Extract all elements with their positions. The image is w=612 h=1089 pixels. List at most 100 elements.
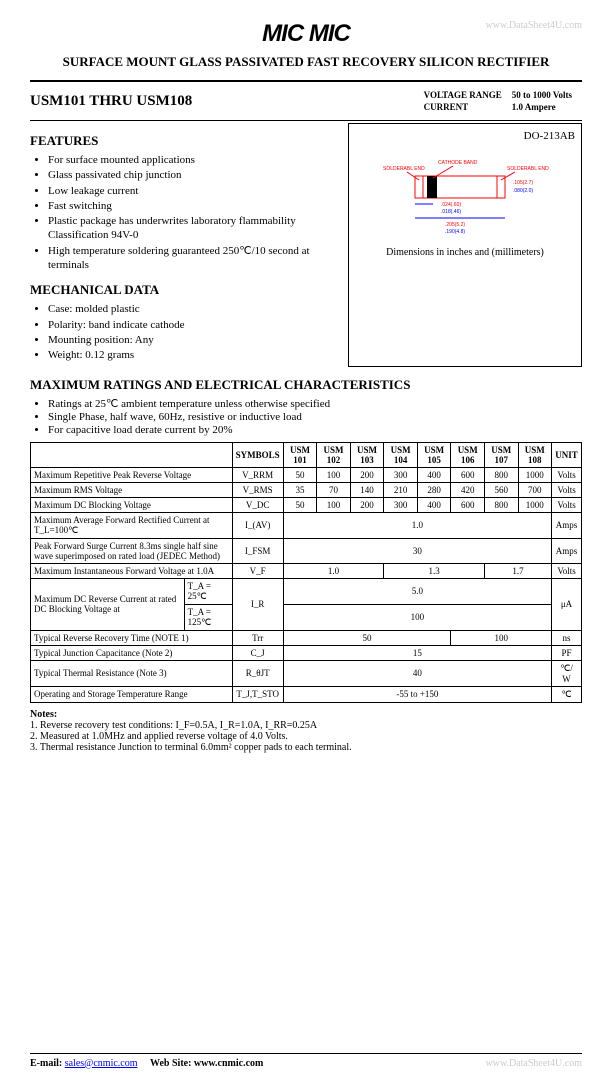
td: 1.0 [283,512,551,538]
list-item: Polarity: band indicate cathode [48,318,336,332]
td: 100 [317,497,351,512]
table-row: Maximum RMS Voltage V_RMS 35 70 140 210 … [31,482,582,497]
th: USM 101 [283,442,317,467]
td: 100 [451,630,552,645]
td: Amps [552,512,582,538]
package-name: DO-213AB [355,130,575,142]
td: 1000 [518,497,552,512]
td: 280 [417,482,451,497]
current-value: 1.0 Ampere [512,102,580,112]
td: R_θJT [232,660,283,686]
td: 1.0 [283,563,384,578]
range-block: VOLTAGE RANGE 50 to 1000 Volts CURRENT 1… [422,88,582,114]
td: μA [552,578,582,630]
footer-email-label: E-mail: [30,1058,62,1069]
td: T_J,T_STO [232,686,283,702]
list-item: Mounting position: Any [48,333,336,347]
td: I_(AV) [232,512,283,538]
list-item: Low leakage current [48,184,336,198]
logo-text: MIC MIC [262,20,350,47]
th: USM 104 [384,442,418,467]
td: Trr [232,630,283,645]
svg-text:CATHODE BAND: CATHODE BAND [438,160,478,166]
svg-text:.080(2.0): .080(2.0) [513,188,533,194]
td: V_DC [232,497,283,512]
table-row: Typical Reverse Recovery Time (NOTE 1) T… [31,630,582,645]
th: USM 105 [417,442,451,467]
td: 200 [350,497,384,512]
mech-list: Case: molded plastic Polarity: band indi… [48,302,336,362]
td: Volts [552,482,582,497]
td-param: Maximum Instantaneous Forward Voltage at… [31,563,233,578]
table-row: Operating and Storage Temperature Range … [31,686,582,702]
td: 15 [283,645,551,660]
svg-text:SOLDERABL END: SOLDERABL END [383,166,425,172]
td: ℃/ W [552,660,582,686]
td: 300 [384,467,418,482]
td: 800 [484,497,518,512]
td: 600 [451,467,485,482]
td: 1.3 [384,563,485,578]
td: Volts [552,563,582,578]
watermark-top: www.DataSheet4U.com [485,20,582,31]
td: Volts [552,467,582,482]
note-item: 2. Measured at 1.0MHz and applied revers… [30,731,582,742]
td-param: Maximum Average Forward Rectified Curren… [31,512,233,538]
td: I_FSM [232,538,283,563]
td: 100 [283,604,551,630]
table-row: Peak Forward Surge Current 8.3ms single … [31,538,582,563]
table-row: Maximum DC Blocking Voltage V_DC 50 100 … [31,497,582,512]
td: 700 [518,482,552,497]
td: 1000 [518,467,552,482]
package-diagram: SOLDERABL END CATHODE BAND SOLDERABL END… [355,146,575,239]
td: 1.7 [484,563,551,578]
td: -55 to +150 [283,686,551,702]
th: USM 106 [451,442,485,467]
list-item: Glass passivated chip junction [48,168,336,182]
divider [30,120,582,121]
td: 800 [484,467,518,482]
svg-text:.018(.46): .018(.46) [441,209,461,215]
footer-email-link[interactable]: sales@cnmic.com [65,1058,138,1069]
list-item: Ratings at 25℃ ambient temperature unles… [48,397,582,410]
th: USM 102 [317,442,351,467]
td: 70 [317,482,351,497]
td-param: Maximum Repetitive Peak Reverse Voltage [31,467,233,482]
th: USM 108 [518,442,552,467]
th: USM 107 [484,442,518,467]
note-item: 3. Thermal resistance Junction to termin… [30,742,582,753]
td: 140 [350,482,384,497]
list-item: Case: molded plastic [48,302,336,316]
td: 50 [283,467,317,482]
td: PF [552,645,582,660]
list-item: Fast switching [48,199,336,213]
table-row: Typical Thermal Resistance (Note 3) R_θJ… [31,660,582,686]
td-param: Typical Reverse Recovery Time (NOTE 1) [31,630,233,645]
td-param: Operating and Storage Temperature Range [31,686,233,702]
voltage-range-label: VOLTAGE RANGE [424,90,510,100]
notes-block: Notes: 1. Reverse recovery test conditio… [30,709,582,753]
package-caption: Dimensions in inches and (millimeters) [355,247,575,258]
footer-site: www.cnmic.com [194,1058,263,1069]
td: 30 [283,538,551,563]
svg-text:.024(.60): .024(.60) [441,202,461,208]
table-header-row: SYMBOLS USM 101 USM 102 USM 103 USM 104 … [31,442,582,467]
td: 50 [283,497,317,512]
td: Amps [552,538,582,563]
footer: E-mail: sales@cnmic.com Web Site: www.cn… [30,1053,582,1069]
list-item: For surface mounted applications [48,153,336,167]
td-param: Maximum DC Blocking Voltage [31,497,233,512]
list-item: For capacitive load derate current by 20… [48,424,582,436]
td: V_RMS [232,482,283,497]
td: 210 [384,482,418,497]
td-cond: T_A = 25℃ [184,578,232,604]
part-number: USM101 THRU USM108 [30,93,192,110]
td-param: Maximum DC Reverse Current at rated DC B… [31,578,185,630]
td: 300 [384,497,418,512]
package-box: DO-213AB SOLDERABL END CATHODE BAND SOLD… [348,123,582,367]
th-unit: UNIT [552,442,582,467]
td: I_R [232,578,283,630]
td: 400 [417,467,451,482]
note-item: 1. Reverse recovery test conditions: I_F… [30,720,582,731]
td: 200 [350,467,384,482]
